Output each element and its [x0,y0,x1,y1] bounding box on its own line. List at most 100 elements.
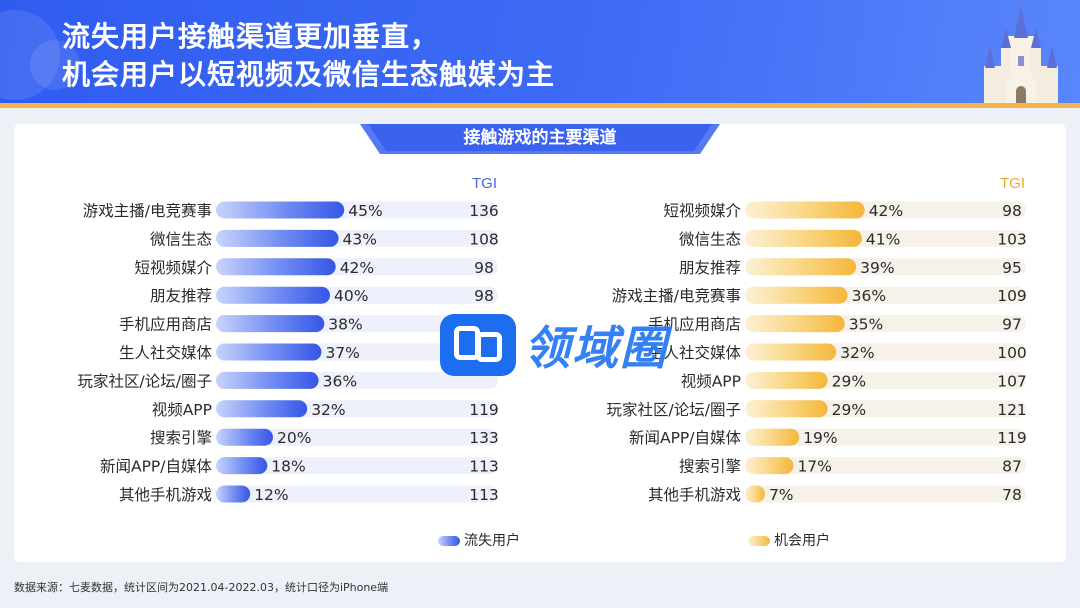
lost-value-label: 12% [254,486,288,504]
lost-tgi-value: 98 [474,259,494,277]
opportunity-track [745,485,1026,503]
opportunity-tgi-value: 97 [1002,316,1022,334]
legend-label: 机会用户 [774,532,830,549]
lost-value-label: 18% [271,458,305,476]
lost-track [216,457,498,475]
lost-bar [216,371,319,389]
opportunity-value-label: 17% [797,458,831,476]
opportunity-tgi-value: 95 [1002,259,1022,277]
channel-chart: TGI 游戏主播/电竞赛事 45% 136 微信生态 43% 108 短视频媒介 42% 98 朋友… [78,175,1027,549]
lost-bar [216,485,251,503]
lost-category-label: 玩家社区/论坛/圈子 [78,372,212,390]
lost-category-label: 手机应用商店 [119,315,212,334]
lost-value-label: 45% [348,202,382,220]
opportunity-category-label: 短视频媒介 [663,202,741,220]
chart-title: 接触游戏的主要渠道 [463,128,617,148]
lost-tgi-value: 98 [474,287,494,305]
lost-tgi-value: 113 [469,486,499,504]
opportunity-value-label: 36% [852,287,886,305]
opportunity-tgi-value: 107 [997,372,1027,390]
opportunity-tgi-value: 100 [997,344,1027,362]
chart-title-tab: 接触游戏的主要渠道 [360,124,720,156]
lost-tgi-value: 133 [469,429,499,447]
opportunity-category-label: 新闻APP/自媒体 [629,429,742,447]
opportunity-category-label: 搜索引擎 [679,458,741,476]
lost-tgi-value: 136 [469,202,499,220]
opportunity-track [745,457,1026,475]
lost-category-label: 新闻APP/自媒体 [100,458,213,476]
chart-title-tab-shape [360,124,720,154]
lost-category-label: 生人社交媒体 [119,344,213,362]
opportunity-tgi-value: 87 [1002,458,1022,476]
opportunity-category-label: 玩家社区/论坛/圈子 [607,401,741,419]
lost-value-label: 36% [323,372,357,390]
lost-bar [216,343,322,361]
opportunity-value-label: 35% [849,316,883,334]
opportunity-tgi-value: 121 [997,401,1027,419]
lost-track [216,485,498,503]
header-banner: 流失用户接触渠道更加垂直， 机会用户以短视频及微信生态触媒为主 [0,0,1080,108]
opportunity-tgi-value: 78 [1002,486,1022,504]
chart-panel: TGI 游戏主播/电竞赛事 45% 136 微信生态 43% 108 短视频媒介 42% 98 朋友… [14,124,1066,562]
lost-bar [216,457,268,475]
lost-bar [216,315,325,333]
opportunity-value-label: 39% [860,259,894,277]
lost-category-label: 微信生态 [150,230,212,248]
opportunity-value-label: 29% [832,372,866,390]
lost-bar [216,286,330,304]
lost-value-label: 42% [340,259,374,277]
opportunity-bar [745,371,828,389]
opportunity-category-label: 朋友推荐 [679,259,741,277]
opportunity-value-label: 32% [840,344,874,362]
lost-value-label: 43% [343,230,377,248]
legend-label: 流失用户 [464,532,520,549]
lost-tgi-header: TGI [472,175,497,192]
header-accent-line [0,103,1080,108]
opportunity-track [745,428,1026,446]
page-title: 流失用户接触渠道更加垂直， 机会用户以短视频及微信生态触媒为主 [62,18,942,94]
opportunity-value-label: 29% [832,401,866,419]
lost-bar [216,201,345,219]
opportunity-tgi-value: 119 [997,429,1027,447]
opportunity-bar [745,286,848,304]
opportunity-tgi-value: 109 [997,287,1027,305]
lost-track [216,428,498,446]
lost-value-label: 32% [311,401,345,419]
page-title-line1: 流失用户接触渠道更加垂直， [62,20,440,53]
opportunity-category-label: 微信生态 [679,230,741,248]
lost-value-label: 38% [328,316,362,334]
opportunity-bar [745,201,865,219]
opportunity-tgi-value: 98 [1002,202,1022,220]
opportunity-bar [745,258,857,276]
opportunity-value-label: 42% [869,202,903,220]
watermark-logo-icon [440,314,516,376]
opportunity-bar [745,400,828,418]
lost-category-label: 游戏主播/电竞赛事 [83,201,212,220]
lost-category-label: 搜索引擎 [150,429,212,447]
castle-illustration [984,6,1058,108]
lost-category-label: 视频APP [152,401,212,419]
lost-bar [216,400,308,418]
opportunity-category-label: 手机应用商店 [648,315,741,334]
lost-category-label: 朋友推荐 [150,287,212,305]
opportunity-bar [745,428,800,446]
lost-category-label: 短视频媒介 [134,259,212,277]
opportunity-bar [745,485,765,503]
legend-swatch [748,536,770,546]
opportunity-category-label: 其他手机游戏 [648,486,741,504]
lost-bar [216,428,273,446]
legend-swatch [438,536,460,546]
opportunity-category-label: 生人社交媒体 [648,344,742,362]
lost-tgi-value: 119 [469,401,499,419]
lost-value-label: 40% [334,287,368,305]
source-footnote: 数据来源：七麦数据，统计区间为2021.04-2022.03，统计口径为iPho… [14,581,389,594]
opportunity-bar [745,315,845,333]
decorative-bubble [30,40,80,90]
lost-bar [216,258,336,276]
lost-category-label: 其他手机游戏 [119,486,212,504]
opportunity-bar [745,457,794,475]
lost-tgi-value: 108 [469,230,499,248]
opportunity-tgi-header: TGI [1000,175,1025,192]
lost-bar [216,229,339,247]
lost-value-label: 37% [325,344,359,362]
